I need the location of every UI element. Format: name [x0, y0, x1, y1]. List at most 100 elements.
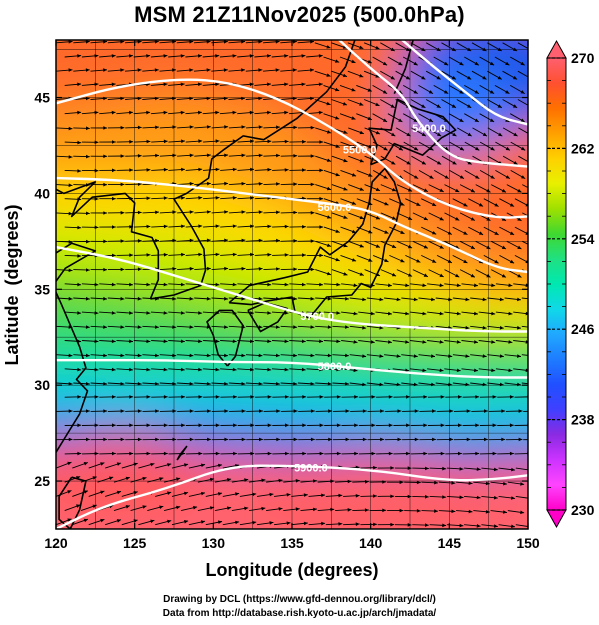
- y-tick-label: 45: [34, 90, 50, 106]
- wind-arrowhead: [163, 395, 168, 399]
- wind-arrowhead: [241, 210, 246, 214]
- wind-arrowhead: [206, 382, 211, 386]
- wind-arrowhead: [439, 340, 444, 344]
- wind-arrowhead: [180, 110, 185, 115]
- wind-arrowhead: [368, 173, 373, 177]
- wind-arrowhead: [478, 231, 484, 235]
- wind-arrowhead: [491, 283, 496, 288]
- wind-arrowhead: [436, 47, 441, 51]
- wind-arrowhead: [155, 409, 159, 413]
- wind-arrowhead: [347, 479, 352, 484]
- wind-arrowhead: [146, 395, 151, 399]
- wind-arrowhead: [407, 244, 413, 249]
- wind-arrowhead: [241, 153, 246, 158]
- wind-arrowhead: [155, 353, 159, 358]
- wind-arrowhead: [466, 437, 471, 442]
- wind-arrowhead: [407, 188, 413, 192]
- wind-arrowhead: [293, 353, 298, 358]
- wind-arrowhead: [458, 423, 462, 428]
- wind-arrowhead: [112, 140, 116, 144]
- wind-arrowhead: [373, 522, 377, 527]
- wind-arrowhead: [77, 82, 82, 87]
- wind-arrowhead: [442, 495, 447, 499]
- wind-arrowhead: [103, 267, 108, 272]
- wind-arrowhead: [68, 68, 73, 72]
- wind-arrowhead: [109, 476, 114, 480]
- wind-arrowhead: [137, 239, 142, 243]
- wind-arrowhead: [421, 161, 426, 165]
- wind-arrow: [515, 495, 528, 499]
- wind-arrowhead: [293, 325, 298, 329]
- x-tick-label: 140: [359, 535, 383, 551]
- wind-arrowhead: [467, 75, 472, 80]
- wind-arrowhead: [397, 409, 402, 413]
- wind-arrowhead: [456, 311, 461, 316]
- wind-arrowhead: [501, 274, 506, 278]
- credit-data-source: Data from http://database.rish.kyoto-u.a…: [162, 608, 437, 619]
- height-contour-line: [338, 40, 528, 168]
- wind-arrowhead: [505, 61, 510, 66]
- wind-arrowhead: [198, 423, 203, 428]
- wind-arrowhead: [189, 153, 194, 158]
- wind-arrowhead: [492, 395, 497, 399]
- wind-arrowhead: [351, 59, 356, 64]
- wind-arrowhead: [451, 104, 456, 108]
- wind-arrowhead: [250, 224, 254, 229]
- wind-arrowhead: [343, 272, 348, 276]
- wind-arrowhead: [206, 96, 211, 101]
- wind-arrowhead: [68, 382, 73, 386]
- wind-arrowhead: [396, 297, 401, 302]
- wind-arrowhead: [528, 48, 532, 51]
- wind-arrowhead: [466, 409, 471, 413]
- wind-arrowhead: [439, 311, 444, 316]
- wind-arrowhead: [284, 282, 289, 287]
- wind-arrowhead: [68, 211, 73, 216]
- wind-arrowhead: [269, 492, 274, 497]
- wind-arrowhead: [336, 395, 341, 399]
- wind-arrowhead: [241, 353, 246, 358]
- wind-arrowhead: [292, 68, 297, 72]
- wind-arrowhead: [302, 139, 306, 144]
- wind-arrowhead: [77, 451, 82, 456]
- colorbar-tick-label: 254: [571, 231, 595, 247]
- wind-arrowhead: [116, 490, 121, 495]
- wind-arrowhead: [146, 196, 151, 201]
- wind-arrowhead: [442, 466, 447, 471]
- wind-arrowhead: [215, 311, 220, 315]
- colorbar-tick-label: 230: [571, 502, 595, 518]
- contour-label: 5800.0: [318, 361, 352, 373]
- wind-arrowhead: [86, 183, 90, 187]
- wind-arrowhead: [375, 272, 380, 277]
- wind-arrowhead: [276, 437, 281, 442]
- wind-arrowhead: [163, 339, 168, 344]
- wind-arrowhead: [353, 283, 358, 288]
- wind-arrowhead: [459, 61, 464, 66]
- contour-label: 5700.0: [300, 311, 334, 323]
- wind-arrowhead: [103, 437, 108, 442]
- wind-arrowhead: [68, 40, 73, 44]
- wind-arrowhead: [172, 96, 176, 101]
- wind-arrowhead: [492, 451, 497, 456]
- wind-arrow: [515, 467, 528, 471]
- wind-arrowhead: [368, 258, 373, 262]
- wind-arrowhead: [465, 297, 470, 302]
- wind-arrowhead: [207, 409, 211, 413]
- wind-arrowhead: [223, 40, 228, 44]
- wind-arrowhead: [275, 325, 280, 329]
- wind-arrowhead: [362, 297, 367, 302]
- wind-arrowhead: [463, 259, 468, 263]
- wind-arrowhead: [77, 395, 82, 399]
- wind-arrowhead: [520, 61, 525, 66]
- wind-arrowhead: [470, 217, 475, 221]
- wind-arrowhead: [224, 382, 228, 386]
- wind-arrowhead: [224, 437, 229, 442]
- wind-arrowhead: [94, 197, 99, 201]
- wind-arrowhead: [336, 339, 341, 344]
- wind-arrowhead: [172, 238, 177, 243]
- wind-arrowhead: [432, 437, 436, 442]
- height-contour-line: [56, 176, 528, 274]
- wind-arrowhead: [176, 477, 181, 481]
- wind-arrowhead: [371, 395, 376, 399]
- wind-arrowhead: [232, 367, 237, 372]
- wind-arrowhead: [489, 61, 495, 66]
